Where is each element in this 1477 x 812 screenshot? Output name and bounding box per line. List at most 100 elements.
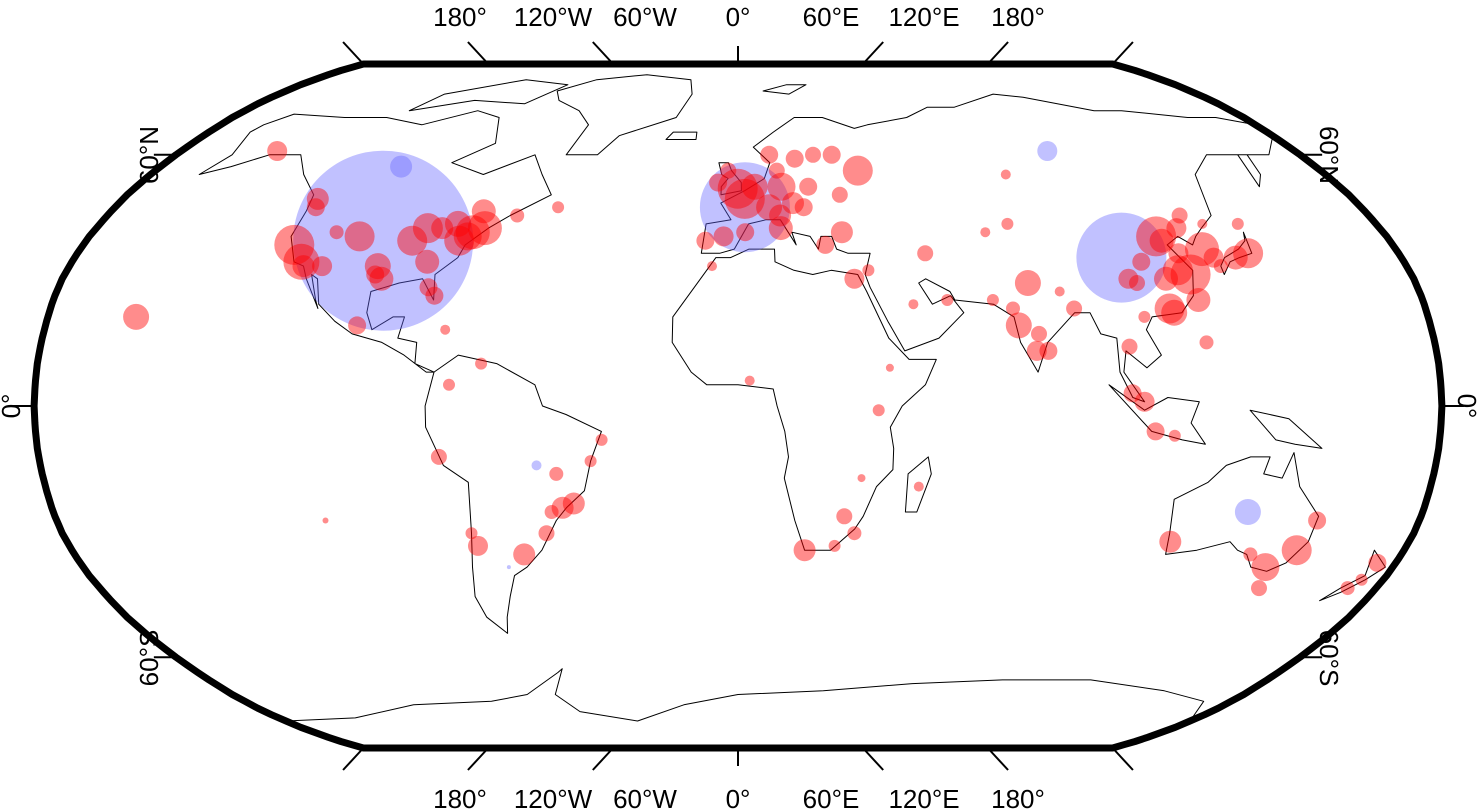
coastline-south-america <box>424 354 602 634</box>
red-data-point <box>1368 553 1387 572</box>
coastline-madagascar <box>904 456 932 513</box>
red-data-point <box>760 145 779 164</box>
red-data-point <box>1001 217 1014 230</box>
red-data-point <box>595 433 608 446</box>
red-data-point <box>769 204 792 227</box>
red-data-point <box>465 527 478 540</box>
red-data-point <box>123 303 150 330</box>
red-data-point <box>913 481 924 492</box>
red-data-point <box>872 404 885 417</box>
red-data-point <box>799 177 818 196</box>
bottom-tick-label: 120°E <box>888 784 959 812</box>
red-data-point <box>980 227 991 238</box>
red-data-point <box>538 525 555 542</box>
red-data-point <box>793 539 816 562</box>
red-data-point <box>785 149 804 168</box>
red-data-point <box>1186 288 1211 312</box>
red-data-point <box>475 357 488 370</box>
top-tick <box>592 41 614 65</box>
red-data-point <box>1146 422 1165 441</box>
red-data-point <box>941 294 954 306</box>
blue-data-point <box>1037 141 1058 161</box>
top-tick <box>467 41 489 65</box>
top-tick-label: 120°E <box>888 2 959 32</box>
red-data-point <box>425 286 444 305</box>
red-data-point <box>1162 255 1193 286</box>
red-data-point <box>1006 301 1020 316</box>
blue-data-point <box>1234 499 1261 525</box>
red-data-point <box>1197 218 1208 229</box>
red-data-point <box>717 168 758 209</box>
bottom-tick-label: 0° <box>726 784 751 812</box>
bottom-tick-label: 120°W <box>514 784 593 812</box>
red-data-point <box>1170 254 1211 295</box>
red-data-point <box>584 455 597 468</box>
red-data-point <box>1136 216 1177 257</box>
red-data-point <box>1154 266 1178 291</box>
red-data-point <box>1039 341 1058 360</box>
bottom-tick-label: 180° <box>991 784 1045 812</box>
top-tick <box>1111 41 1134 65</box>
red-data-point <box>830 221 853 244</box>
red-data-point <box>445 210 471 237</box>
red-data-point <box>831 186 848 203</box>
coastline-uk <box>718 162 742 196</box>
red-data-point <box>552 201 565 214</box>
coastline-north-america <box>198 110 552 373</box>
red-data-point <box>471 199 496 224</box>
red-data-point <box>1159 530 1182 553</box>
red-data-point <box>366 265 385 284</box>
red-data-point <box>744 375 755 386</box>
red-data-point <box>397 225 428 256</box>
red-data-point <box>1185 232 1219 267</box>
blue-data-point <box>506 565 511 570</box>
coastline-new-zealand <box>1319 549 1386 602</box>
red-data-point <box>782 192 804 215</box>
red-data-point <box>857 474 866 483</box>
red-data-point <box>1121 338 1138 355</box>
coastline-africa <box>671 248 937 551</box>
red-data-point <box>816 235 835 254</box>
red-data-point <box>1129 275 1145 291</box>
data-points <box>123 141 1387 597</box>
left-tick-label: 60°N <box>134 126 164 184</box>
red-data-point <box>1340 581 1355 596</box>
coastline-japan <box>1220 231 1253 275</box>
red-data-point <box>713 226 734 247</box>
blue-data-point <box>699 162 790 253</box>
coastline-antarctica <box>285 668 1205 749</box>
red-data-point <box>329 225 344 240</box>
bottom-tick <box>592 747 614 771</box>
red-data-point <box>292 255 315 278</box>
red-data-point <box>847 526 862 541</box>
bottom-axis-labels: 180° 120°W 60°W 0° 60°E 120°E 180° <box>433 784 1045 812</box>
red-data-point <box>267 141 288 161</box>
top-tick <box>987 41 1009 65</box>
top-tick-label: 0° <box>726 2 751 32</box>
red-data-point <box>455 215 490 250</box>
red-data-point <box>312 256 333 277</box>
top-tick-label: 60°W <box>613 2 677 32</box>
left-axis-labels: 60°N 0° 60°S <box>0 126 164 686</box>
blue-data-point <box>531 460 542 471</box>
red-data-point <box>822 145 841 164</box>
red-data-point <box>862 264 875 277</box>
axis-ticks <box>12 41 1464 771</box>
red-data-point <box>1199 335 1214 350</box>
blue-data-point <box>293 150 474 331</box>
red-data-point <box>1149 228 1174 253</box>
red-data-point <box>1014 270 1041 296</box>
right-tick-label: 60°N <box>1314 126 1344 184</box>
red-data-point <box>805 146 821 163</box>
red-data-point <box>768 216 793 241</box>
bottom-tick <box>467 747 489 771</box>
red-data-point <box>1132 252 1151 271</box>
blue-data-point <box>390 155 413 178</box>
red-data-point <box>1168 243 1189 264</box>
red-data-point <box>453 222 482 251</box>
red-data-point <box>544 505 559 519</box>
bottom-tick-label: 60°E <box>803 784 860 812</box>
red-data-point <box>1168 429 1181 442</box>
red-data-point <box>344 221 375 252</box>
left-tick-label: 0° <box>0 394 26 419</box>
